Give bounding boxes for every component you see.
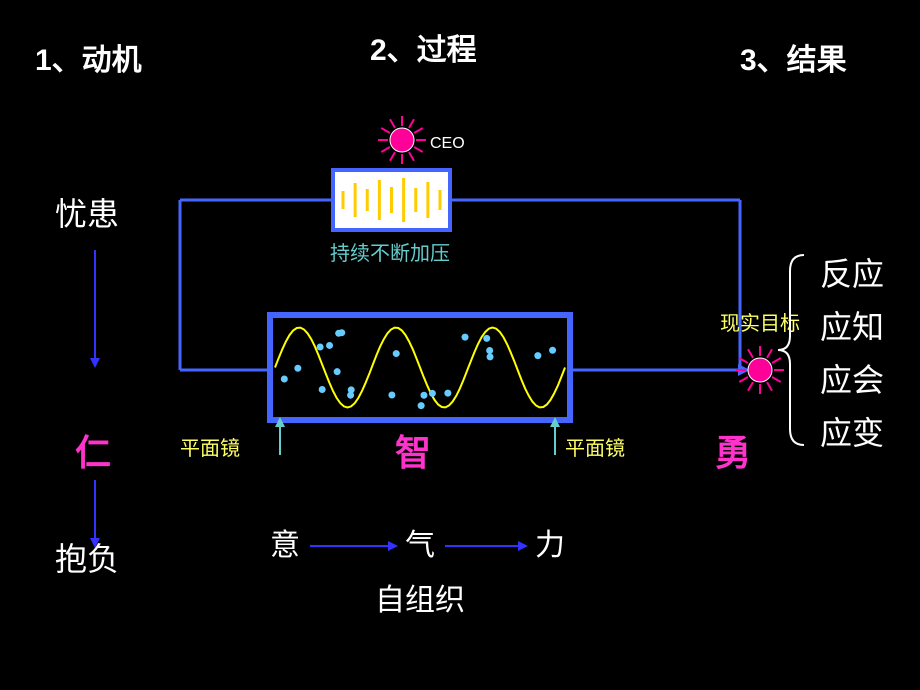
header-1: 1、动机 — [35, 44, 142, 77]
flow-a: 意 — [270, 529, 300, 562]
virtue-ren: 仁 — [75, 432, 111, 473]
left-bottom-label: 抱负 — [55, 541, 119, 577]
result-item-3: 应变 — [820, 415, 884, 451]
flow-c: 力 — [535, 529, 565, 562]
header-3: 3、结果 — [740, 44, 847, 77]
virtue-yong: 勇 — [715, 432, 751, 473]
left-top-label: 忧患 — [55, 196, 119, 232]
mirror-left-label: 平面镜 — [180, 437, 240, 460]
flow-sub: 自组织 — [375, 584, 465, 617]
result-item-0: 反应 — [820, 256, 884, 292]
result-item-1: 应知 — [820, 309, 884, 345]
mirror-right-label: 平面镜 — [565, 437, 625, 460]
flow-b: 气 — [405, 529, 435, 562]
header-2: 2、过程 — [370, 34, 477, 67]
goal-label: 现实目标 — [720, 312, 800, 335]
pressure-label: 持续不断加压 — [330, 242, 450, 265]
virtue-zhi: 智 — [395, 432, 431, 473]
ceo-label: CEO — [430, 135, 465, 152]
result-item-2: 应会 — [820, 362, 884, 398]
